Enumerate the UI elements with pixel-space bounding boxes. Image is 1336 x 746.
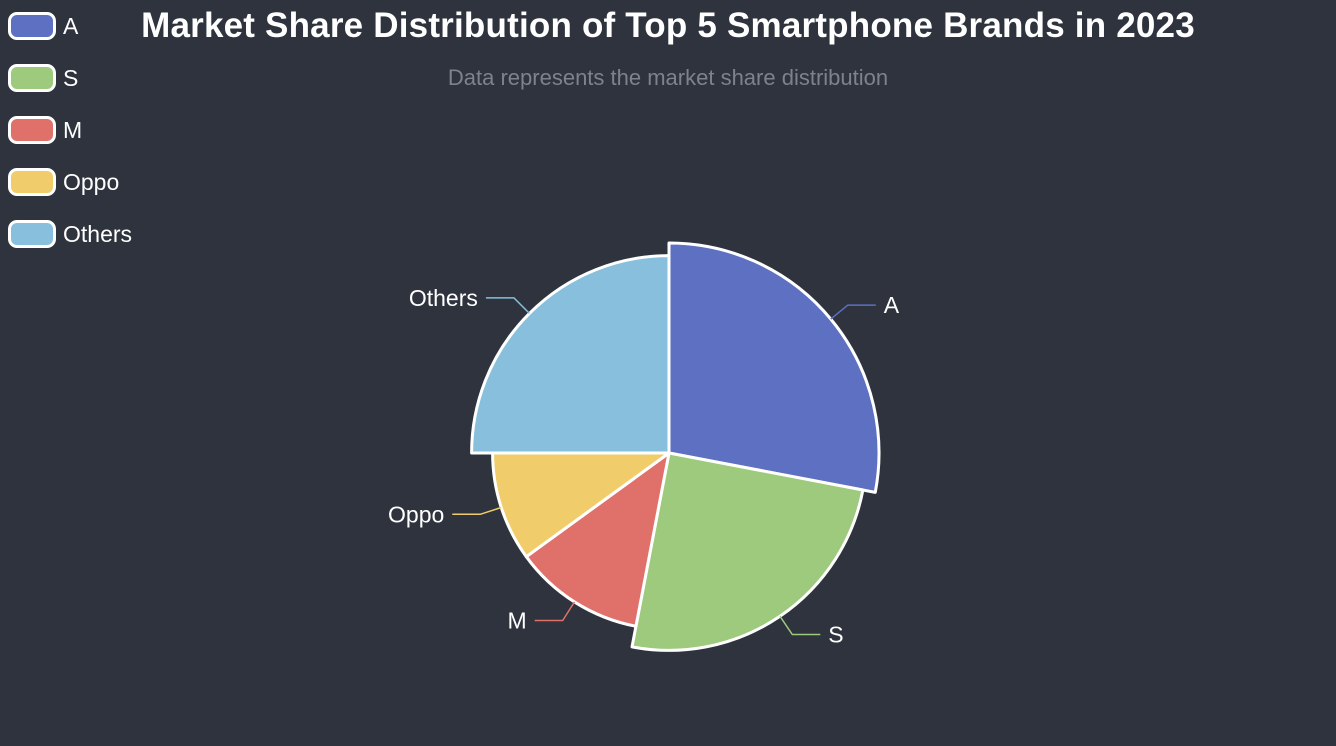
- pie-slice-a[interactable]: [667, 241, 881, 494]
- chart-subtitle: Data represents the market share distrib…: [447, 65, 889, 90]
- slice-label-s: S: [828, 622, 843, 648]
- legend-label-others: Others: [63, 220, 133, 247]
- leader-line-a: [830, 304, 876, 320]
- legend-swatch-oppo: [8, 168, 56, 196]
- legend-item-m[interactable]: M: [8, 114, 132, 146]
- slice-label-oppo: Oppo: [388, 501, 444, 527]
- leader-line-m: [534, 601, 576, 622]
- pie-slice-m[interactable]: [524, 451, 671, 628]
- chart-title: Market Share Distribution of Top 5 Smart…: [141, 6, 1195, 45]
- leader-line-others: [485, 297, 530, 314]
- slice-label-others: Others: [409, 285, 478, 311]
- legend-label-oppo: Oppo: [63, 168, 120, 195]
- legend-swatch-m: [8, 116, 56, 144]
- legend-item-a[interactable]: A: [8, 10, 132, 42]
- legend-label-m: M: [63, 116, 83, 143]
- legend-label-s: S: [63, 64, 79, 91]
- pie-slice-s[interactable]: [630, 451, 865, 652]
- leader-line-oppo: [452, 506, 502, 516]
- slice-label-m: M: [508, 608, 527, 634]
- legend-item-others[interactable]: Others: [8, 218, 132, 250]
- legend-label-a: A: [63, 12, 79, 39]
- legend-swatch-a: [8, 12, 56, 40]
- pie-slice-others[interactable]: [470, 254, 671, 455]
- legend: A S M Oppo Others: [8, 10, 132, 270]
- legend-swatch-s: [8, 64, 56, 92]
- pie-slice-oppo[interactable]: [491, 451, 671, 559]
- legend-swatch-others: [8, 220, 56, 248]
- legend-item-oppo[interactable]: Oppo: [8, 166, 132, 198]
- leader-line-s: [779, 615, 821, 636]
- legend-item-s[interactable]: S: [8, 62, 132, 94]
- slice-label-a: A: [884, 292, 900, 318]
